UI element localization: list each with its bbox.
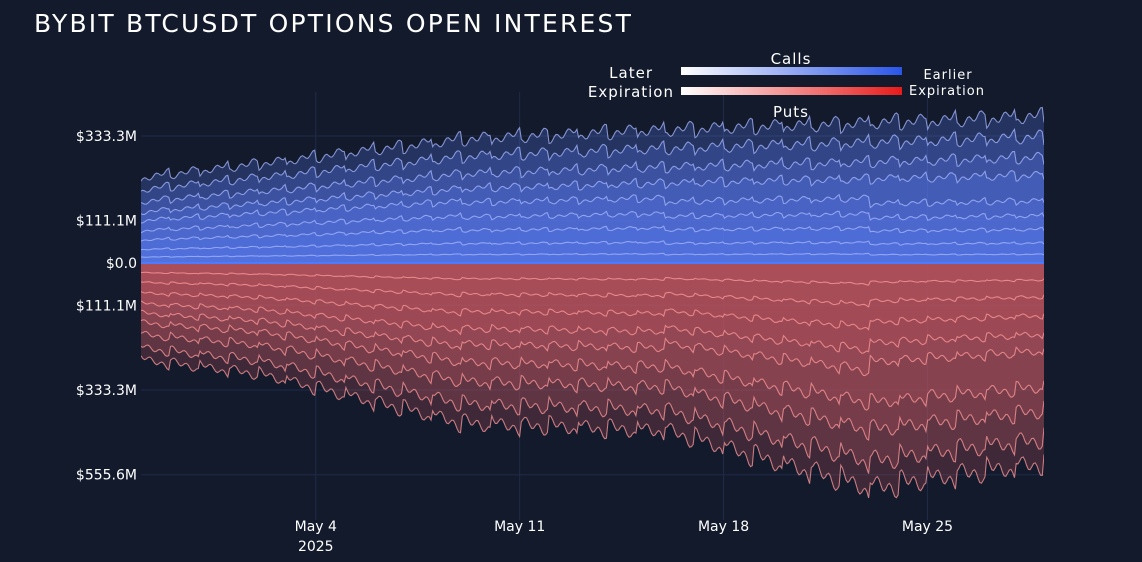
legend-later-expiration-label: Expiration (588, 83, 674, 101)
puts-layer-line (141, 344, 1044, 474)
puts-layer-fill (141, 263, 1044, 474)
calls-layer-line (141, 225, 1044, 242)
legend-earlier-label: Earlier (923, 68, 972, 83)
y-tick-label: $111.1M (76, 214, 137, 230)
calls-layer-line (141, 151, 1044, 205)
calls-layer-line (141, 252, 1044, 258)
puts-layer-line (141, 300, 1044, 354)
calls-layer-fill (141, 151, 1044, 263)
legend-calls-gradient-bar (681, 67, 902, 75)
puts-layer-line (141, 271, 1044, 286)
puts-layer-fill (141, 263, 1044, 440)
x-tick-label: May 4 (295, 519, 337, 535)
y-tick-label: $333.3M (76, 383, 137, 399)
calls-layer-fill (141, 194, 1044, 263)
puts-layer-line (141, 355, 1044, 499)
calls-layer-fill (141, 211, 1044, 263)
puts-layer-fill (141, 263, 1044, 330)
puts-layer-line (141, 291, 1044, 331)
y-tick-label: $333.3M (76, 129, 137, 145)
puts-layer-line (141, 309, 1044, 377)
y-axis: $333.3M $111.1M $0.0 $111.1M $333.3M $555.6M (76, 129, 137, 484)
calls-layer-line (141, 210, 1044, 234)
puts-area (141, 263, 1044, 499)
legend-calls-label: Calls (771, 50, 812, 68)
legend-earlier-expiration-label: Expiration (909, 84, 985, 99)
x-tick-sublabel: 2025 (298, 539, 334, 555)
calls-area (141, 106, 1044, 263)
calls-layer-fill (141, 240, 1044, 263)
calls-layer-line (141, 127, 1044, 193)
x-tick-label: May 11 (494, 519, 545, 535)
x-tick-label: May 18 (698, 519, 749, 535)
legend-later-label: Later (609, 64, 653, 82)
x-tick-label: May 25 (902, 519, 953, 535)
calls-layer-line (141, 193, 1044, 224)
x-axis: May 4 2025 May 11 May 18 May 25 (295, 519, 953, 555)
legend-puts-gradient-bar (681, 87, 902, 95)
calls-layer-line (141, 170, 1044, 215)
y-tick-label: $555.6M (76, 468, 137, 484)
puts-layer-fill (141, 263, 1044, 410)
y-tick-label: $111.1M (76, 298, 137, 314)
puts-layer-line (141, 330, 1044, 441)
puts-layer-fill (141, 263, 1044, 498)
puts-layer-fill (141, 263, 1044, 286)
calls-layer-line (141, 240, 1044, 251)
calls-layer-line (141, 106, 1044, 182)
y-tick-label: $0.0 (106, 256, 137, 272)
legend: Calls Puts Later Expiration Earlier Expi… (588, 50, 985, 121)
puts-layer-line (141, 281, 1044, 308)
puts-layer-fill (141, 263, 1044, 376)
puts-layer-fill (141, 263, 1044, 307)
page-title: BYBIT BTCUSDT OPTIONS OPEN INTEREST (34, 9, 634, 38)
puts-layer-fill (141, 263, 1044, 354)
puts-layer-line (141, 319, 1044, 411)
calls-layer-fill (141, 253, 1044, 263)
legend-puts-label: Puts (773, 103, 809, 121)
